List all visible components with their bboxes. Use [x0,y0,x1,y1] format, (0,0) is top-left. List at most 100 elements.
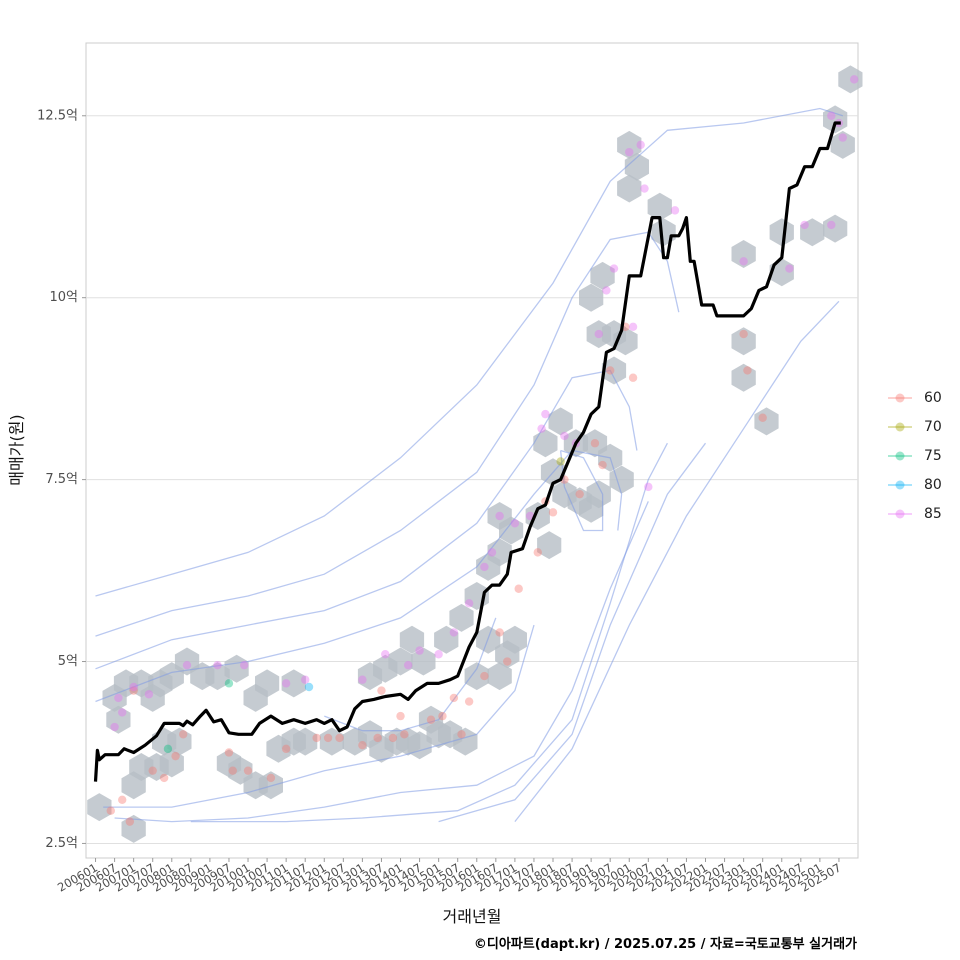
point-70 [556,457,565,466]
point-85 [670,206,680,215]
hexbin-cell [411,647,436,676]
hexbin-cell [464,662,489,691]
point-85 [838,133,847,142]
point-85 [800,220,809,230]
hexbin-cell [823,105,848,134]
hexbin-cell [499,516,524,545]
point-85 [434,650,443,659]
hexbin-cell [582,429,608,458]
hexbin-cell [453,727,478,756]
density-contour [324,617,497,732]
point-85 [827,111,836,120]
legend-key-point [895,393,905,403]
point-85 [602,286,611,295]
legend-label: 70 [924,419,942,435]
hexbin-cell [823,214,848,243]
point-60 [457,730,466,739]
point-85 [636,140,645,150]
point-85 [827,220,836,230]
hexbin-cell [579,283,604,312]
hexbin-cell [487,662,512,691]
point-85 [118,708,127,717]
hexbin-cell [87,793,112,822]
point-85 [625,147,634,157]
point-85 [640,184,649,193]
y-tick-label: 12.5억 [37,108,78,123]
y-tick-label: 10억 [49,290,78,305]
hexbin-cell [731,363,756,392]
density-contour [95,369,638,670]
hexbin-cell [609,465,634,494]
point-85 [129,682,138,692]
point-60 [590,439,600,448]
plot-area: 2.5억5억7.5억10억12.5억2006012006072007012007… [37,42,863,895]
point-85 [609,264,619,273]
point-85 [594,329,603,339]
point-60 [388,733,398,743]
hexbin-cell [838,65,863,94]
hexbin-cell [537,531,562,560]
point-60 [179,730,188,739]
point-85 [510,519,520,528]
y-tick-label: 2.5억 [45,836,78,851]
point-60 [266,773,276,783]
density-contour [114,501,649,823]
hexbin-cell [418,705,444,734]
chart-caption: ©디아파트(dapt.kr) / 2025.07.25 / 자료=국토교통부 실… [474,936,857,952]
hexbin-cell [293,727,318,756]
point-60 [598,460,607,470]
point-85 [628,322,638,331]
hexbin-cell [205,662,230,691]
point-85 [537,424,546,433]
point-85 [480,562,489,572]
point-85 [403,660,413,670]
point-85 [644,482,653,492]
y-tick-label: 7.5억 [45,472,78,487]
hexbin-cell [281,669,306,698]
point-60 [438,711,447,721]
point-60 [125,817,135,826]
hexbin-cell [319,727,344,756]
point-60 [377,686,386,695]
point-85 [560,431,569,441]
point-85 [487,548,497,557]
point-85 [281,679,291,688]
point-60 [758,413,767,422]
hexbin-cell [647,192,672,221]
point-60 [335,733,344,743]
density-contour [438,442,707,823]
legend: 60 70 75 80 85 [888,390,942,522]
point-60 [548,508,558,517]
hexbin-cell [601,356,627,385]
point-60 [171,751,180,761]
point-60 [224,748,234,757]
point-60 [495,628,504,637]
point-85 [541,409,550,419]
point-75 [163,744,173,754]
legend-key-point [895,422,905,432]
density-contour [514,300,840,823]
hexbin-cell [769,218,794,247]
hexbin-cell [216,749,242,778]
point-60 [628,373,638,382]
density-contour [95,107,843,597]
point-85 [849,75,859,84]
trend-line [93,121,841,782]
hexbin-cell [800,218,825,247]
density-contour [103,624,535,808]
point-60 [118,795,127,804]
point-75 [224,679,234,688]
point-85 [415,646,424,655]
point-60 [480,671,489,681]
point-60 [400,730,409,739]
hexbin-cell [255,669,280,698]
hexbin-cell [388,647,413,676]
hexbin-cell [731,327,756,356]
y-axis-title: 매매가(원) [7,414,26,485]
hexbin-cell [590,261,615,290]
point-85 [495,511,504,521]
point-60 [228,766,237,775]
point-85 [381,650,390,659]
point-60 [605,366,615,375]
point-60 [426,715,436,724]
